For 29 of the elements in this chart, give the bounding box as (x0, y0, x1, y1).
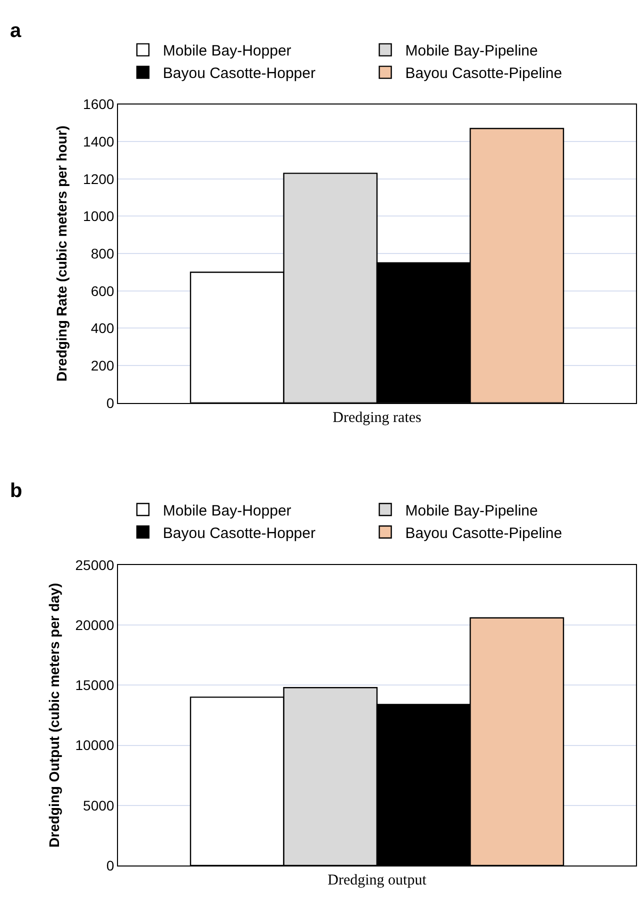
x-tick-label: Dredging rates (332, 410, 422, 426)
y-tick-label: 25000 (75, 556, 114, 573)
chart-title: a (10, 20, 22, 42)
y-tick-label: 10000 (75, 737, 114, 754)
y-tick-label: 15000 (75, 677, 114, 694)
x-tick-label: Dredging output (328, 872, 428, 889)
legend-label: Mobile Bay-Pipeline (405, 42, 538, 60)
y-tick-label: 0 (106, 394, 114, 411)
y-tick-label: 800 (90, 245, 114, 262)
chart-title: b (10, 480, 22, 502)
y-tick-label: 0 (106, 857, 114, 874)
legend-label: Bayou Casotte-Hopper (162, 524, 316, 542)
y-axis-title: Dredging Rate (cubic meters per hour) (54, 126, 70, 382)
y-tick-label: 1000 (83, 208, 114, 224)
legend-label: Bayou Casotte-Pipeline (405, 524, 562, 542)
y-tick-label: 5000 (83, 797, 114, 814)
legend-label: Bayou Casotte-Pipeline (405, 65, 562, 82)
y-tick-label: 1400 (83, 133, 114, 150)
y-tick-label: 400 (90, 320, 114, 336)
y-tick-label: 600 (90, 282, 114, 299)
y-axis-title: Dredging Output (cubic meters per day) (46, 583, 62, 848)
y-tick-label: 1200 (83, 170, 114, 187)
y-tick-label: 200 (90, 357, 114, 374)
legend-label: Bayou Casotte-Hopper (162, 65, 316, 82)
legend-label: Mobile Bay-Pipeline (405, 502, 538, 520)
y-tick-label: 1600 (83, 96, 114, 112)
y-tick-label: 20000 (75, 616, 114, 633)
legend-label: Mobile Bay-Hopper (162, 42, 292, 60)
legend-label: Mobile Bay-Hopper (162, 502, 292, 520)
